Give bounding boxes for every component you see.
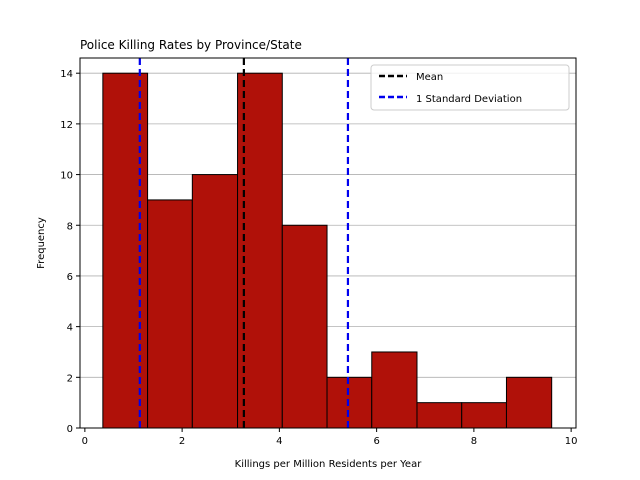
histogram-bar [371,351,418,429]
plot-frame [79,57,577,429]
y-axis-label: Frequency [36,217,47,269]
legend-box [370,64,570,111]
x-axis-label: Killings per Million Residents per Year [235,459,423,470]
histogram-bar [416,402,463,429]
histogram-bar [326,376,373,429]
x-tick-label: 4 [276,436,282,447]
y-axis-ticks: 0 2 4 6 8 10 12 14 [60,69,80,435]
histogram-bar [461,402,507,429]
legend-mean-label: Mean [416,72,443,83]
y-tick-label: 0 [67,424,73,435]
x-tick-label: 0 [82,436,88,447]
y-tick-label: 12 [60,120,73,131]
y-tick-label: 4 [67,323,73,334]
y-tick-label: 14 [60,69,73,80]
bars [102,72,553,429]
x-tick-label: 6 [373,436,379,447]
histogram-bar [237,72,283,429]
x-axis-ticks: 0 2 4 6 8 10 [82,428,578,447]
histogram-bar [505,376,553,429]
y-tick-label: 8 [67,221,73,232]
y-tick-label: 10 [60,171,73,182]
x-tick-label: 2 [179,436,185,447]
reference-lines [138,58,350,428]
legend-sd-label: 1 Standard Deviation [416,94,522,105]
legend: Mean 1 Standard Deviation [370,64,570,111]
x-tick-label: 10 [565,436,578,447]
histogram-bar [191,174,239,429]
histogram-bar [281,224,328,429]
y-tick-label: 2 [67,373,73,384]
x-tick-label: 8 [471,436,477,447]
chart-title: Police Killing Rates by Province/State [80,38,302,52]
histogram-bar [147,199,193,429]
y-tick-label: 6 [67,272,73,283]
